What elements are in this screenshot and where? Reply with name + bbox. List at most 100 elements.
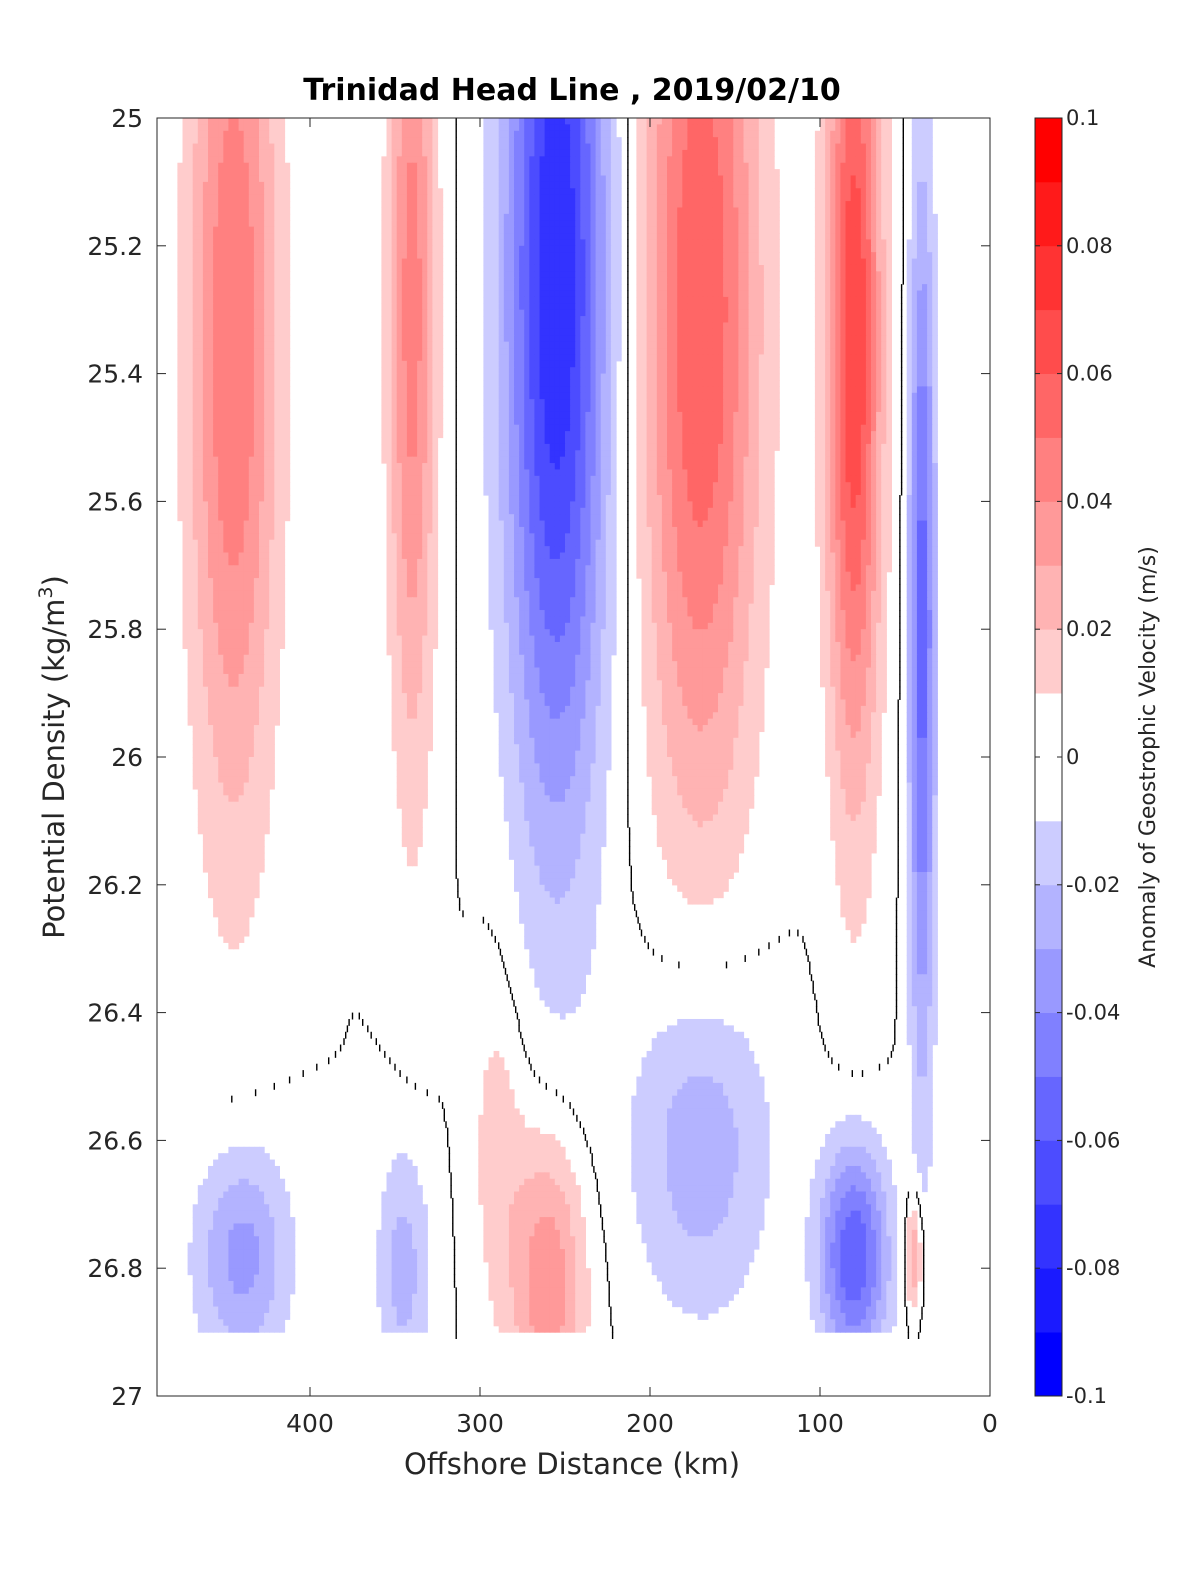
contour-cell (748, 354, 755, 362)
contour-cell (860, 258, 867, 266)
contour-cell (697, 118, 704, 125)
contour-cell (738, 194, 745, 202)
contour-cell (911, 169, 918, 177)
contour-cell (850, 373, 857, 381)
contour-cell (391, 149, 398, 157)
contour-cell (916, 207, 923, 215)
contour-cell (610, 341, 617, 349)
contour-cell (865, 169, 872, 177)
contour-cell (187, 392, 194, 400)
contour-cell (422, 169, 428, 177)
contour-cell (192, 303, 199, 311)
contour-cell (483, 271, 490, 279)
contour-cell (656, 130, 663, 138)
contour-cell (580, 124, 586, 132)
contour-cell (274, 277, 280, 285)
contour-cell (427, 213, 433, 221)
contour-cell (514, 386, 520, 394)
contour-cell (381, 399, 388, 407)
contour-cell (748, 341, 755, 349)
contour-cell (524, 169, 530, 177)
contour-cell (539, 220, 546, 228)
contour-cell (687, 137, 694, 145)
contour-cell (855, 316, 862, 324)
contour-cell (427, 252, 433, 260)
contour-cell (243, 181, 250, 189)
contour-cell (865, 348, 872, 356)
contour-cell (391, 373, 398, 381)
contour-cell (728, 309, 734, 317)
contour-cell (820, 264, 826, 272)
contour-cell (825, 386, 831, 394)
contour-cell (182, 118, 189, 125)
contour-cell (544, 226, 551, 234)
contour-cell (646, 233, 653, 241)
contour-cell (437, 379, 444, 387)
contour-cell (697, 328, 704, 336)
contour-cell (922, 264, 928, 272)
contour-cell (738, 405, 745, 413)
contour-cell (248, 405, 255, 413)
contour-cell (927, 284, 933, 292)
contour-cell (651, 367, 658, 375)
contour-cell (646, 245, 653, 253)
contour-cell (274, 309, 280, 317)
contour-cell (432, 143, 439, 151)
contour-cell (636, 118, 643, 125)
contour-cell (860, 143, 867, 151)
contour-cell (733, 386, 739, 394)
contour-cell (590, 233, 597, 241)
contour-cell (830, 322, 836, 330)
contour-cell (830, 367, 836, 375)
contour-cell (218, 322, 224, 330)
contour-cell (233, 233, 240, 241)
contour-cell (493, 233, 500, 241)
contour-cell (830, 207, 836, 215)
contour-cell (427, 399, 433, 407)
contour-cell (218, 392, 224, 400)
contour-cell (825, 149, 831, 157)
contour-cell (712, 322, 719, 330)
contour-cell (774, 316, 780, 324)
contour-cell (661, 360, 668, 368)
contour-cell (723, 226, 729, 234)
contour-cell (651, 335, 658, 343)
contour-cell (616, 175, 622, 183)
contour-cell (529, 156, 535, 164)
contour-cell (202, 149, 209, 157)
contour-cell (718, 239, 724, 247)
contour-cell (835, 367, 841, 375)
contour-cell (814, 277, 821, 285)
contour-cell (493, 239, 500, 247)
contour-cell (672, 233, 678, 241)
contour-cell (692, 277, 699, 285)
contour-cell (534, 149, 541, 157)
contour-cell (814, 392, 821, 400)
contour-cell (702, 175, 709, 183)
contour-cell (712, 226, 719, 234)
contour-cell (728, 405, 734, 413)
contour-cell (213, 309, 219, 317)
contour-cell (187, 386, 194, 394)
contour-cell (595, 354, 602, 362)
contour-cell (223, 181, 229, 189)
contour-cell (570, 143, 576, 151)
contour-cell (559, 188, 566, 196)
contour-cell (646, 354, 653, 362)
contour-cell (493, 348, 500, 356)
contour-cell (208, 367, 214, 375)
contour-cell (396, 316, 403, 324)
contour-cell (238, 386, 245, 394)
contour-cell (682, 392, 688, 400)
contour-cell (646, 188, 653, 196)
contour-cell (187, 201, 194, 209)
contour-cell (192, 149, 199, 157)
contour-cell (723, 322, 729, 330)
contour-cell (575, 252, 581, 260)
contour-cell (427, 360, 433, 368)
contour-cell (401, 181, 408, 189)
contour-cell (498, 392, 505, 400)
contour-cell (417, 226, 423, 234)
contour-cell (391, 284, 398, 292)
contour-cell (259, 379, 265, 387)
